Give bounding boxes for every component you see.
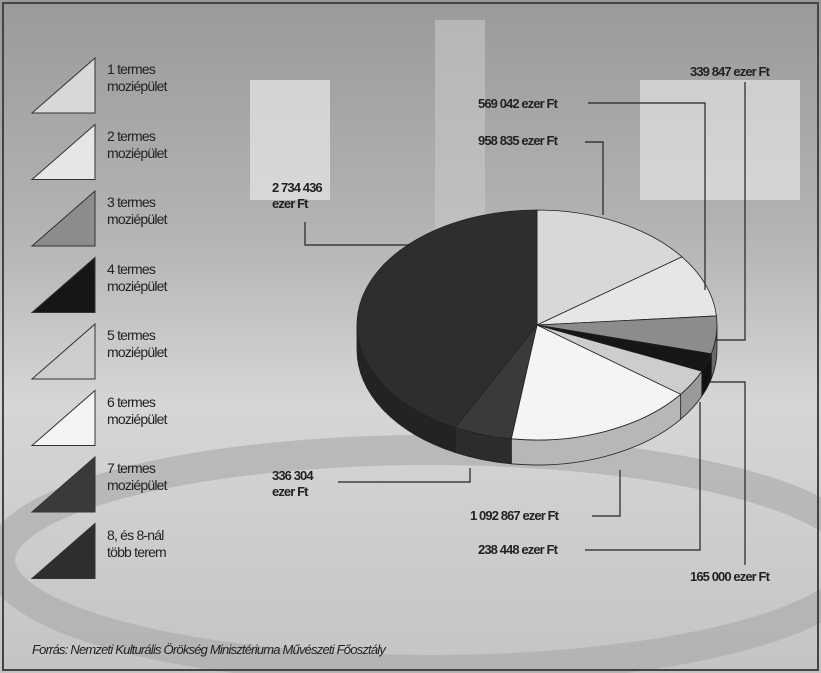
legend-label: 7 termes moziépület bbox=[107, 460, 168, 493]
window bbox=[250, 80, 330, 200]
pillar bbox=[435, 20, 485, 240]
leader-line bbox=[592, 470, 621, 517]
slice bbox=[536, 209, 683, 326]
legend-icon bbox=[30, 455, 96, 513]
legend-icons bbox=[30, 56, 96, 579]
value-label: 339 847 ezer Ft bbox=[690, 64, 770, 79]
leader-line bbox=[708, 381, 746, 565]
legend-icon bbox=[30, 189, 96, 247]
value-label: 336 304 ezer Ft bbox=[272, 468, 314, 499]
value-label: 569 042 ezer Ft bbox=[478, 96, 558, 111]
slice bbox=[510, 324, 682, 441]
legend-label: 8, és 8-nál több terem bbox=[107, 526, 167, 560]
legend-icon bbox=[30, 56, 96, 114]
leader-line bbox=[338, 468, 471, 483]
legend-icon bbox=[30, 322, 96, 380]
value-label: 958 835 ezer Ft bbox=[478, 133, 558, 148]
legend-icon bbox=[30, 256, 96, 313]
leader-lines bbox=[304, 82, 746, 565]
legend-label: 1 termes moziépület bbox=[107, 61, 168, 94]
legend-label: 2 termes moziépület bbox=[107, 127, 168, 161]
legend-icon bbox=[30, 389, 96, 446]
leader-line bbox=[715, 82, 746, 341]
slice bbox=[356, 209, 538, 428]
leader-line bbox=[588, 102, 706, 290]
legend-icon bbox=[30, 123, 96, 180]
legend-label: 5 termes moziépület bbox=[107, 327, 168, 360]
legend-label: 3 termes moziépület bbox=[107, 194, 168, 227]
window bbox=[640, 80, 800, 200]
leader-line bbox=[585, 141, 604, 215]
source: Forrás: Nemzeti Kulturális Örökség Minis… bbox=[32, 642, 386, 657]
value-label: 238 448 ezer Ft bbox=[478, 542, 558, 557]
value-label: 1 092 867 ezer Ft bbox=[470, 508, 559, 523]
leader-line bbox=[585, 402, 701, 551]
legend-label: 6 termes moziépület bbox=[107, 393, 168, 427]
value-label: 2 734 436 ezer Ft bbox=[272, 180, 323, 211]
legend-icon bbox=[30, 522, 96, 579]
legend-label: 4 termes moziépület bbox=[107, 260, 168, 294]
value-label: 165 000 ezer Ft bbox=[690, 569, 770, 584]
pie bbox=[356, 209, 718, 466]
leader-line bbox=[304, 222, 410, 246]
